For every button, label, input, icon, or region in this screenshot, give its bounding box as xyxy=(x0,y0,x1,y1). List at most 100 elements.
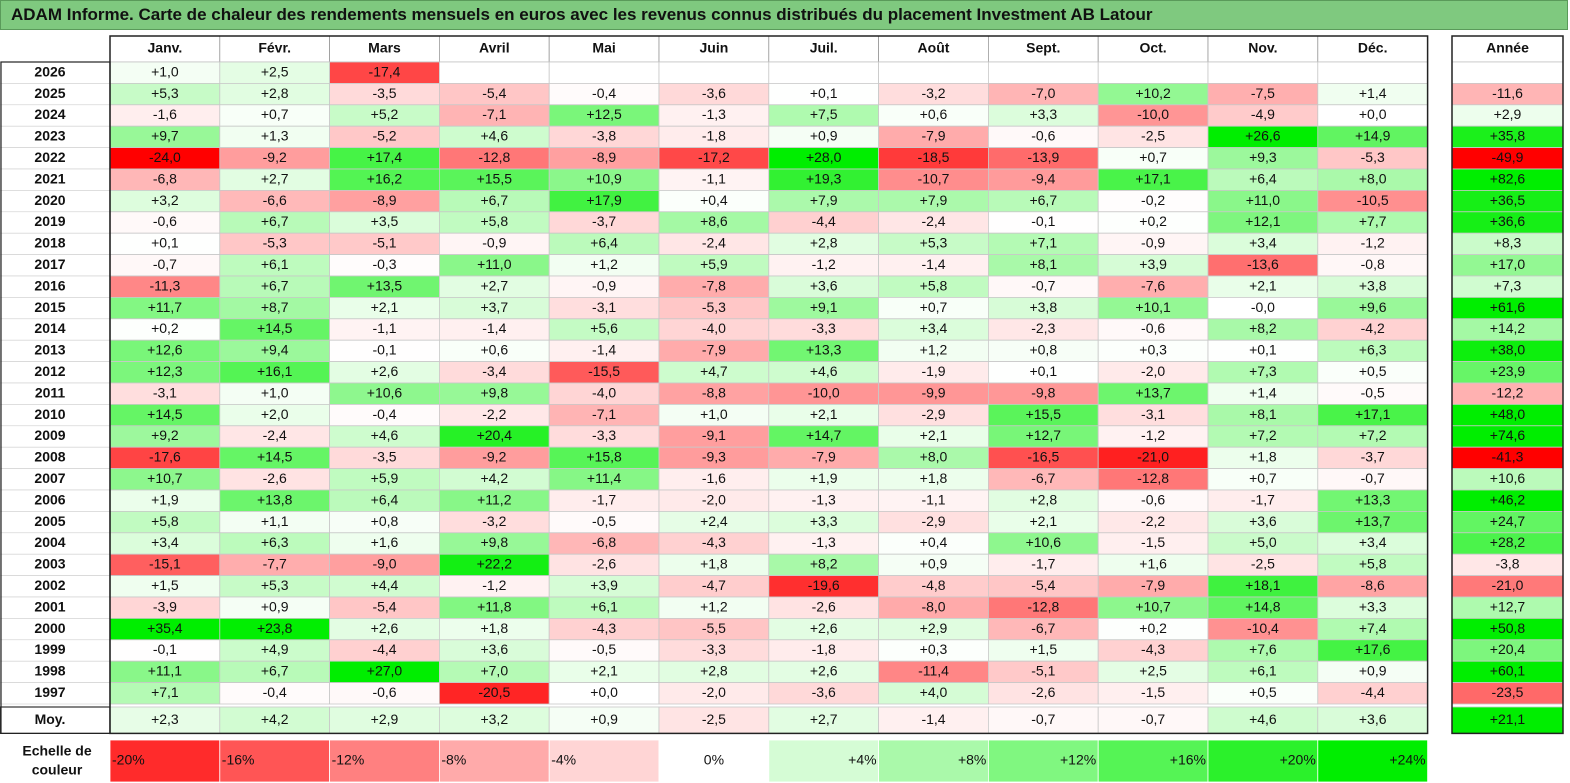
heatmap-cell-value: +0,6 xyxy=(920,106,948,122)
heatmap-cell-value: +0,5 xyxy=(1359,363,1387,379)
heatmap-cell-value: +3,9 xyxy=(1139,256,1167,272)
heatmap-cell-value: -10,7 xyxy=(918,170,950,186)
heatmap-cell-value: -7,8 xyxy=(702,277,726,293)
scale-swatch-label: +24% xyxy=(1389,752,1425,768)
heatmap-cell-value: -12,8 xyxy=(1027,598,1059,614)
heatmap-cell-value: +7,6 xyxy=(1249,641,1277,657)
heatmap-cell-value: -20,5 xyxy=(478,684,510,700)
month-header-cell xyxy=(878,35,989,63)
heatmap-cell-value: -1,1 xyxy=(921,491,945,507)
heatmap-cell-value: +0,1 xyxy=(1029,363,1057,379)
heatmap-cell-value: +9,6 xyxy=(1359,299,1387,315)
heatmap-cell-value: -0,2 xyxy=(1141,192,1165,208)
heatmap-cell-value: -9,3 xyxy=(702,449,726,465)
heatmap-cell-value: +12,6 xyxy=(147,342,183,358)
row-year-label: 2014 xyxy=(34,320,65,336)
row-year-label: 2010 xyxy=(34,406,65,422)
heatmap-cell-value: +1,9 xyxy=(810,470,838,486)
heatmap-cell-value: -6,6 xyxy=(263,192,287,208)
heatmap-cell-value: +9,4 xyxy=(261,342,289,358)
year-total-value: -21,0 xyxy=(1492,577,1524,593)
heatmap-cell-value: +17,4 xyxy=(367,149,403,165)
year-total-value: +2,9 xyxy=(1494,106,1522,122)
heatmap-cell-value: -2,6 xyxy=(812,598,836,614)
average-cell xyxy=(988,706,1099,734)
month-header-label: Sept. xyxy=(1026,40,1060,56)
heatmap-cell-value: +0,8 xyxy=(1029,342,1057,358)
heatmap-cell-value: +5,3 xyxy=(151,85,179,101)
year-total-value: +17,0 xyxy=(1490,256,1526,272)
year-total-value: +61,6 xyxy=(1490,299,1526,315)
row-year-label: 2004 xyxy=(34,534,65,550)
heatmap-cell-value: +14,8 xyxy=(1245,598,1281,614)
heatmap-cell-value: -9,1 xyxy=(702,427,726,443)
heatmap-cell-value: +1,0 xyxy=(700,406,728,422)
heatmap-cell-value: +9,2 xyxy=(151,427,179,443)
heatmap-cell-value: -5,3 xyxy=(1361,149,1385,165)
heatmap-cell-value: +2,6 xyxy=(371,363,399,379)
heatmap-cell-value: -5,5 xyxy=(702,620,726,636)
heatmap-cell-value: +11,2 xyxy=(477,491,512,507)
heatmap-cell-value: +12,3 xyxy=(147,363,183,379)
row-year-label: 2020 xyxy=(34,192,65,208)
row-year-label: 2022 xyxy=(34,149,65,165)
heatmap-cell-value: +20,4 xyxy=(477,427,513,443)
heatmap-cell-value: +2,8 xyxy=(1029,491,1057,507)
heatmap-cell-value: +1,0 xyxy=(151,63,179,79)
heatmap-cell-value: -7,5 xyxy=(1251,85,1275,101)
heatmap-cell-value: +1,8 xyxy=(480,620,508,636)
scale-swatch xyxy=(329,739,440,783)
heatmap-cell-value: -0,6 xyxy=(372,684,396,700)
heatmap-cell-value: +2,1 xyxy=(1249,277,1277,293)
scale-swatch-label: +20% xyxy=(1280,752,1316,768)
heatmap-cell-value: +6,7 xyxy=(480,192,508,208)
heatmap-cell-value: +6,7 xyxy=(261,213,289,229)
heatmap-cell-value: -1,3 xyxy=(812,491,836,507)
heatmap-cell-value: -18,5 xyxy=(918,149,950,165)
row-year-label: 2000 xyxy=(34,620,65,636)
heatmap-cell-value: -0,1 xyxy=(153,641,177,657)
heatmap-cell-value: +2,6 xyxy=(371,620,399,636)
heatmap-cell-value: -1,2 xyxy=(812,256,836,272)
heatmap-cell-value: -1,5 xyxy=(1141,534,1165,550)
row-year-label: 1999 xyxy=(34,641,65,657)
heatmap-cell-value: +2,1 xyxy=(371,299,399,315)
heatmap-cell-value: -0,6 xyxy=(153,213,177,229)
heatmap-cell-value: -3,2 xyxy=(482,513,506,529)
heatmap-cell-value: +26,6 xyxy=(1245,128,1281,144)
scale-swatch-label: -8% xyxy=(441,752,466,768)
heatmap-cell-value: -13,6 xyxy=(1247,256,1279,272)
heatmap-cell-value: -12,8 xyxy=(478,149,510,165)
heatmap-cell-value: -0,6 xyxy=(1141,320,1165,336)
heatmap-cell-value: -0,1 xyxy=(1031,213,1055,229)
year-total-value: +50,8 xyxy=(1490,620,1526,636)
heatmap-cell-value: +14,5 xyxy=(147,406,183,422)
month-header-cell xyxy=(1207,35,1319,63)
year-total-value: -49,9 xyxy=(1492,149,1524,165)
heatmap-cell-value: +7,4 xyxy=(1359,620,1387,636)
scale-swatch xyxy=(1317,739,1429,783)
heatmap-cell-value: -3,1 xyxy=(153,384,177,400)
heatmap-cell-value: +1,2 xyxy=(590,256,618,272)
scale-swatch xyxy=(438,739,550,783)
heatmap-cell-value: -1,6 xyxy=(153,106,177,122)
row-year-label: 1998 xyxy=(34,663,65,679)
month-header-label: Mars xyxy=(368,40,401,56)
heatmap-cell-value: +5,8 xyxy=(920,277,948,293)
heatmap-cell-value: -0,5 xyxy=(592,513,616,529)
heatmap-cell-value: +2,9 xyxy=(920,620,948,636)
scale-swatch-label: -12% xyxy=(332,752,365,768)
heatmap-cell-value: +5,9 xyxy=(371,470,399,486)
scale-swatch xyxy=(1207,739,1319,783)
heatmap-cell-value: +2,0 xyxy=(261,406,289,422)
row-year-label: 2013 xyxy=(34,342,65,358)
heatmap-cell-value: -5,4 xyxy=(482,85,506,101)
year-total-value: +7,3 xyxy=(1494,277,1522,293)
row-year-label: 2025 xyxy=(34,85,65,101)
heatmap-cell-value: +2,5 xyxy=(1139,663,1167,679)
heatmap-cell-value: -4,2 xyxy=(1361,320,1385,336)
average-cell-value: -0,7 xyxy=(1031,711,1055,727)
month-header-label: Mai xyxy=(592,40,615,56)
heatmap-cell-value: -5,2 xyxy=(372,128,396,144)
year-header-label: Année xyxy=(1486,40,1529,56)
